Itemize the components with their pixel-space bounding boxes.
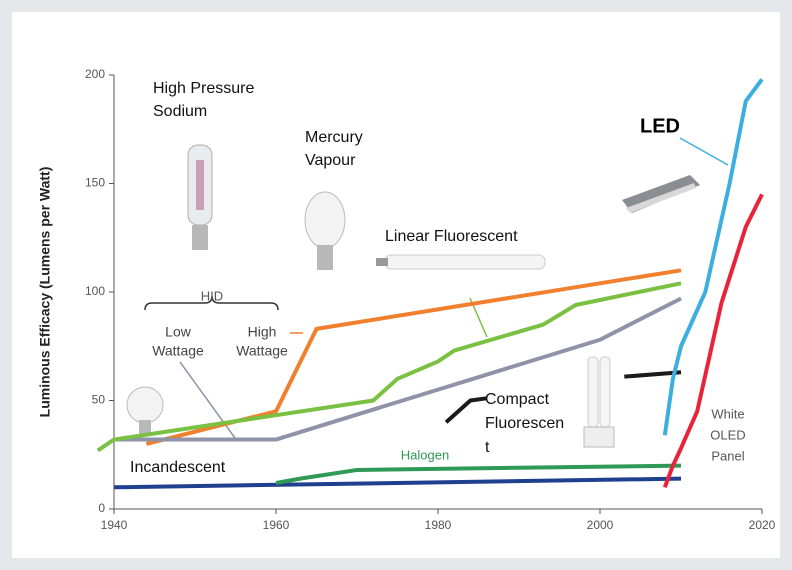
incandescent-bulb [126, 386, 164, 436]
hid-bracket [144, 295, 279, 311]
series-line [275, 463, 682, 485]
series-line [662, 78, 764, 436]
annotation: Panel [711, 448, 744, 463]
series-line [114, 296, 682, 442]
x-tick-label: 1940 [101, 518, 128, 532]
annotation: Incandescent [130, 459, 226, 476]
y-tick-label: 100 [85, 284, 105, 298]
annotation: OLED [710, 427, 745, 442]
x-tick-label: 2000 [587, 518, 614, 532]
annotation: Sodium [153, 103, 207, 120]
annotation: Vapour [305, 152, 356, 169]
annotation: LED [640, 115, 680, 137]
annotation: Wattage [152, 343, 204, 359]
series-line [145, 268, 682, 446]
hps-lamp [187, 144, 213, 250]
series-line [662, 193, 764, 488]
annotation: Linear Fluorescent [385, 228, 518, 245]
mercury-lamp [304, 191, 346, 270]
annotation: Halogen [401, 447, 449, 462]
annotation: Fluorescen [485, 415, 564, 432]
x-tick-label: 1980 [425, 518, 452, 532]
x-tick-label: 1960 [263, 518, 290, 532]
annotation: White [711, 406, 744, 421]
annotation: Low [165, 324, 192, 340]
y-axis-label: Luminous Efficacy (Lumens per Watt) [37, 167, 53, 418]
pointer [679, 137, 729, 166]
annotation: Mercury [305, 129, 363, 146]
annotation: Compact [485, 391, 550, 408]
y-tick-label: 150 [85, 176, 105, 190]
y-tick-label: 50 [92, 393, 106, 407]
annotation: Wattage [236, 343, 288, 359]
y-tick-label: 0 [98, 501, 105, 515]
annotation: HID [201, 288, 223, 303]
annotation: High Pressure [153, 80, 254, 97]
y-tick-label: 200 [85, 67, 105, 81]
annotation: t [485, 439, 490, 456]
annotation: High [248, 324, 277, 340]
series-line [113, 476, 682, 490]
x-tick-label: 2020 [749, 518, 776, 532]
series-line [444, 370, 682, 424]
series-line [96, 281, 682, 453]
linear-tube [376, 254, 546, 270]
led-streetlight [622, 175, 700, 213]
cfl-lamp [583, 356, 615, 448]
